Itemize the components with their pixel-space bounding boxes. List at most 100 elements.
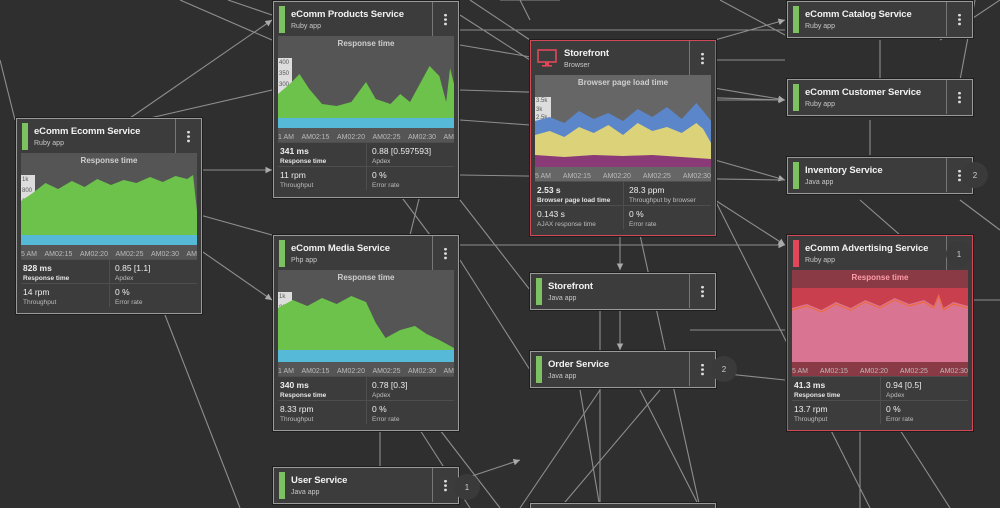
axis-tick-label: AM02:20	[336, 368, 365, 375]
kebab-menu-icon	[444, 478, 447, 492]
service-title[interactable]: User Service	[291, 474, 348, 486]
media-service-card[interactable]: eComm Media Service Php app Response tim…	[273, 235, 459, 431]
metric-label: Response time	[280, 392, 327, 399]
instance-count-badge: 2	[962, 162, 988, 188]
metric-error-rate[interactable]: 0 % Error rate	[366, 400, 454, 424]
service-menu-button[interactable]	[689, 274, 715, 308]
health-status-bar	[279, 5, 285, 33]
service-title[interactable]: eComm Catalog Service	[805, 8, 912, 20]
metric-value: 828 ms	[23, 263, 52, 273]
customer-service-card[interactable]: eComm Customer Service Ruby app	[787, 79, 973, 116]
axis-tick-label: AM02:15	[44, 251, 73, 258]
metric-label: Error rate	[115, 299, 143, 306]
service-menu-button[interactable]	[175, 119, 201, 153]
metrics-grid: 341 ms Response time 0.88 [0.597593] Apdex…	[278, 142, 454, 190]
service-type: Browser	[564, 61, 590, 69]
axis-tick-label: 3k	[536, 106, 543, 113]
metric-value: 0 %	[629, 209, 644, 219]
response-time-chart: Response time 1k8006004002000 1 AMAM02:1…	[278, 270, 454, 376]
metric-error-rate[interactable]: 0 % Error rate	[366, 166, 454, 190]
service-title[interactable]: Order Service	[548, 358, 610, 370]
chart-title: Response time	[80, 156, 138, 165]
chart-title: Response time	[851, 273, 909, 282]
metric-throughput[interactable]: 13.7 rpm Throughput	[792, 400, 880, 424]
metric-apdex[interactable]: 0.88 [0.597593] Apdex	[366, 142, 454, 166]
user-service-card[interactable]: User Service Java app	[273, 467, 459, 504]
service-title[interactable]: Storefront	[564, 47, 609, 59]
axis-tick-label: 5 AM	[792, 368, 808, 375]
service-title[interactable]: eComm Customer Service	[805, 86, 922, 98]
metric-apdex[interactable]: 0.94 [0.5] Apdex	[880, 376, 968, 400]
metric-label: Error rate	[372, 416, 400, 423]
axis-tick-label: AM02:30	[939, 368, 968, 375]
metric-throughput[interactable]: 11 rpm Throughput	[278, 166, 366, 190]
order-service-card[interactable]: Order Service Java app	[530, 351, 716, 388]
metric-throughput[interactable]: 8.33 rpm Throughput	[278, 400, 366, 424]
axis-tick-label: AM02:30	[150, 251, 180, 258]
metric-value: 41.3 ms	[794, 380, 826, 390]
metric-label: Response time	[794, 392, 841, 399]
metric-throughput[interactable]: 14 rpm Throughput	[21, 283, 109, 307]
service-menu-button[interactable]	[432, 236, 458, 270]
service-menu-button[interactable]	[946, 2, 972, 36]
metric-apdex[interactable]: 0.85 [1.1] Apdex	[109, 259, 197, 283]
response-time-chart: Response time 400350300250200150100500 1…	[278, 36, 454, 142]
metric-page-load-time[interactable]: 2.53 s Browser page load time	[535, 181, 623, 205]
axis-tick-label: AM02:25	[372, 368, 401, 375]
service-title[interactable]: eComm Media Service	[291, 242, 390, 254]
service-title[interactable]: eComm Ecomm Service	[34, 125, 141, 137]
metric-value: 341 ms	[280, 146, 309, 156]
metric-error-rate[interactable]: 0 % Error rate	[109, 283, 197, 307]
metric-error-rate[interactable]: 0 % Error rate	[623, 205, 711, 229]
metric-response-time[interactable]: 41.3 ms Response time	[792, 376, 880, 400]
service-menu-button[interactable]	[946, 158, 972, 192]
service-menu-button[interactable]	[689, 41, 715, 75]
axis-tick-label: AM	[443, 134, 455, 141]
instance-count-badge: 1	[454, 474, 480, 500]
service-title[interactable]: eComm Products Service	[291, 8, 404, 20]
partial-card[interactable]	[530, 503, 716, 508]
metric-response-time[interactable]: 828 ms Response time	[21, 259, 109, 283]
ecomm-service-card[interactable]: eComm Ecomm Service Ruby app Response ti…	[16, 118, 202, 314]
service-menu-button[interactable]	[432, 2, 458, 36]
metric-label: Error rate	[629, 221, 657, 228]
page-load-time-chart: Browser page load time 3.5k3k2.5k2k1.5k1…	[535, 75, 711, 181]
health-status-bar	[793, 161, 799, 189]
service-menu-button[interactable]	[946, 80, 972, 114]
metric-response-time[interactable]: 340 ms Response time	[278, 376, 366, 400]
axis-tick-label: AM02:15	[301, 368, 330, 375]
axis-tick-label: 1k	[279, 294, 286, 300]
storefront-java-card[interactable]: Storefront Java app	[530, 273, 716, 310]
metric-apdex[interactable]: 0.78 [0.3] Apdex	[366, 376, 454, 400]
health-status-bar	[793, 239, 799, 267]
metric-label: Response time	[23, 275, 70, 282]
metric-response-time[interactable]: 341 ms Response time	[278, 142, 366, 166]
catalog-service-card[interactable]: eComm Catalog Service Ruby app	[787, 1, 973, 38]
kebab-menu-icon	[958, 168, 961, 182]
kebab-menu-icon	[701, 284, 704, 298]
metrics-grid: 41.3 ms Response time 0.94 [0.5] Apdex 13.…	[792, 376, 968, 424]
inventory-service-card[interactable]: Inventory Service Java app	[787, 157, 973, 194]
metric-ajax-response-time[interactable]: 0.143 s AJAX response time	[535, 205, 623, 229]
metric-value: 0 %	[115, 287, 130, 297]
metric-value: 0.78 [0.3]	[372, 380, 408, 390]
kebab-menu-icon	[444, 12, 447, 26]
service-menu-button[interactable]	[432, 468, 458, 502]
metric-value: 0 %	[372, 170, 387, 180]
axis-tick-label: AM	[186, 251, 198, 258]
service-type: Ruby app	[805, 100, 835, 108]
response-time-chart: Response time 6050403020100 5 AMAM02:15A…	[792, 270, 968, 376]
advertising-service-card[interactable]: eComm Advertising Service Ruby app Respo…	[787, 235, 973, 431]
metric-throughput[interactable]: 28.3 ppm Throughput by browser	[623, 181, 711, 205]
kebab-menu-icon	[187, 129, 190, 143]
storefront-browser-card[interactable]: Storefront Browser Browser page load tim…	[530, 40, 716, 236]
metric-error-rate[interactable]: 0 % Error rate	[880, 400, 968, 424]
service-title[interactable]: Storefront	[548, 280, 593, 292]
service-title[interactable]: eComm Advertising Service	[805, 242, 929, 254]
metric-label: Throughput by browser	[629, 197, 696, 204]
service-menu-button[interactable]	[689, 352, 715, 386]
service-title[interactable]: Inventory Service	[805, 164, 883, 176]
metric-value: 0.94 [0.5]	[886, 380, 922, 390]
products-service-card[interactable]: eComm Products Service Ruby app Response…	[273, 1, 459, 198]
instance-count-badge: 1	[946, 241, 972, 267]
